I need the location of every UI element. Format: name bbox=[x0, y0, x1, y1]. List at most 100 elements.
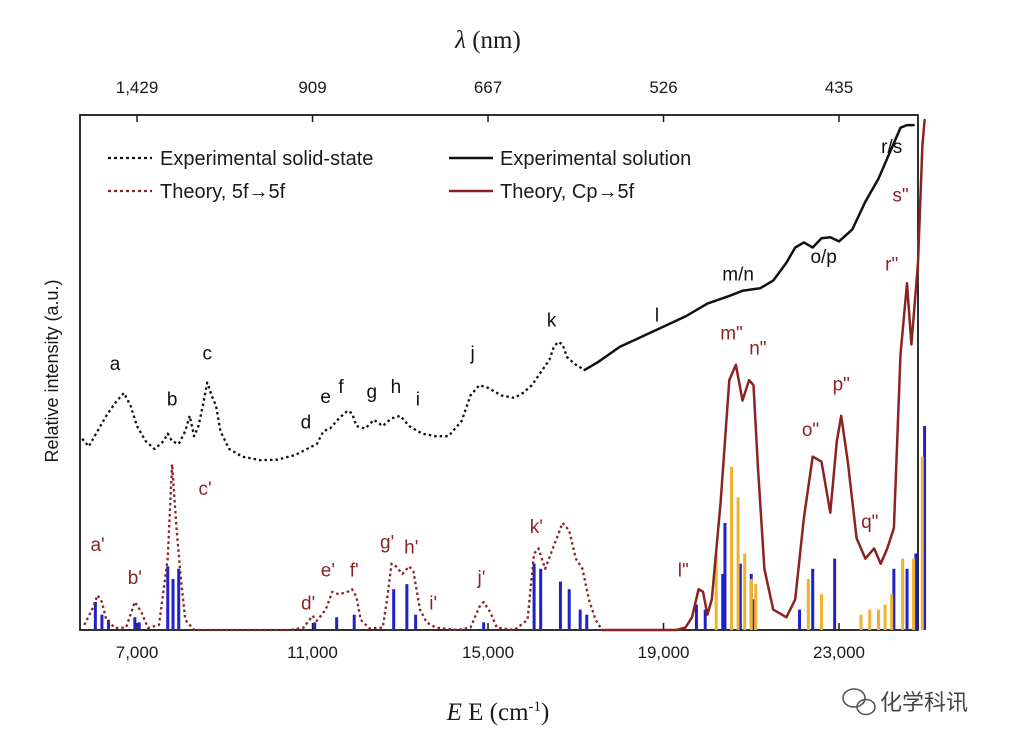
stick-bar-blue bbox=[414, 614, 418, 630]
stick-spectra bbox=[93, 426, 927, 630]
legend-label-exp-solution: Experimental solution bbox=[500, 148, 691, 170]
stick-bar-blue bbox=[532, 563, 536, 630]
stick-bar-blue bbox=[133, 617, 137, 630]
top-tick-label: 526 bbox=[649, 78, 677, 97]
stick-bar-blue bbox=[905, 568, 909, 630]
peak-label: d bbox=[301, 413, 312, 434]
peak-label: f bbox=[338, 377, 344, 398]
peak-label: h' bbox=[404, 538, 418, 559]
plot-frame bbox=[79, 114, 919, 631]
peak-label: s" bbox=[892, 186, 908, 207]
stick-bar-orange bbox=[730, 466, 734, 630]
stick-bar-blue bbox=[567, 589, 571, 630]
stick-bar-orange bbox=[877, 609, 881, 630]
bottom-axis-label-sup: -1 bbox=[529, 699, 542, 715]
peak-label: j' bbox=[477, 568, 486, 589]
stick-bar-blue bbox=[171, 579, 175, 630]
peak-label: i bbox=[416, 390, 420, 411]
stick-bar-blue bbox=[482, 622, 486, 630]
series-line-theory-cp-5f bbox=[600, 118, 926, 632]
bottom-axis-title: E E (cm-1) bbox=[446, 699, 550, 726]
peak-labels: a b c de f g hi j k l m/n o/p r/s a' b' c' d' e' f' g' h' i' j… bbox=[90, 137, 908, 614]
bottom-tick-label: 19,000 bbox=[638, 643, 690, 662]
peak-label: g bbox=[366, 382, 377, 403]
stick-bar-orange bbox=[806, 579, 810, 630]
peak-label: i' bbox=[429, 594, 437, 615]
stick-bar-orange bbox=[749, 579, 753, 630]
stick-bar-blue bbox=[137, 622, 141, 630]
top-tick-label: 909 bbox=[298, 78, 326, 97]
series-lines bbox=[81, 118, 926, 632]
stick-bar-blue bbox=[93, 601, 97, 630]
top-tick-label: 435 bbox=[825, 78, 853, 97]
peak-label: a bbox=[110, 354, 121, 375]
peak-label: b bbox=[167, 390, 178, 411]
peak-label: l bbox=[655, 305, 659, 326]
stick-bar-orange bbox=[890, 594, 894, 630]
stick-bar-orange bbox=[883, 604, 887, 630]
peak-label: r" bbox=[885, 254, 898, 275]
stick-bar-blue bbox=[166, 566, 170, 630]
series-line-experimental-solid-state bbox=[81, 340, 586, 462]
series-line-experimental-solution bbox=[583, 123, 915, 372]
y-axis-label: Relative intensity (a.u.) bbox=[42, 279, 62, 462]
stick-bar-orange bbox=[901, 558, 905, 630]
peak-label: n" bbox=[749, 339, 766, 360]
stick-bar-blue bbox=[923, 426, 927, 630]
stick-bar-blue bbox=[751, 599, 755, 630]
stick-bar-blue bbox=[833, 558, 837, 630]
stick-bar-blue bbox=[392, 589, 396, 630]
peak-label: l" bbox=[678, 560, 689, 581]
stick-bar-blue bbox=[811, 568, 815, 630]
bottom-axis-label-main: E (cm bbox=[468, 699, 529, 726]
stick-bar-blue bbox=[100, 614, 104, 630]
peak-label: m/n bbox=[722, 265, 754, 286]
peak-label: o/p bbox=[810, 247, 836, 268]
stick-bar-blue bbox=[798, 609, 802, 630]
stick-bar-blue bbox=[578, 609, 582, 630]
peak-label: m" bbox=[720, 323, 743, 344]
top-axis-title: λ (nm) bbox=[454, 27, 521, 54]
stick-bar-blue bbox=[892, 568, 896, 630]
peak-label: b' bbox=[128, 568, 142, 589]
bottom-axis-label-end: ) bbox=[541, 699, 549, 726]
peak-label: d' bbox=[301, 594, 315, 615]
stick-bar-blue bbox=[177, 568, 181, 630]
bottom-tick-label: 11,000 bbox=[287, 643, 338, 662]
peak-label: h bbox=[391, 377, 402, 398]
legend-label-theory-5f5f: Theory, 5f→5f bbox=[160, 181, 286, 203]
stick-bar-blue bbox=[539, 568, 543, 630]
stick-bar-blue bbox=[914, 553, 918, 630]
peak-label: e bbox=[320, 387, 331, 408]
bottom-tick-label: 7,000 bbox=[116, 643, 159, 662]
stick-bar-blue bbox=[694, 604, 698, 630]
stick-bar-blue bbox=[405, 584, 409, 630]
bottom-tick-label: 15,000 bbox=[462, 643, 514, 662]
peak-label: q" bbox=[861, 512, 878, 533]
stick-bar-blue bbox=[558, 581, 562, 630]
stick-bar-orange bbox=[819, 594, 823, 630]
stick-bar-blue bbox=[721, 573, 725, 630]
stick-bar-orange bbox=[754, 584, 758, 630]
axis-ticks: 7,000 11,000 15,000 19,000 23,000 1,429 909 667… bbox=[116, 78, 865, 662]
stick-bar-blue bbox=[723, 522, 727, 630]
stick-bar-blue bbox=[585, 614, 589, 630]
stick-bar-orange bbox=[743, 553, 747, 630]
peak-label: p" bbox=[833, 374, 850, 395]
legend-label-exp-solid-state: Experimental solid-state bbox=[160, 148, 373, 170]
peak-label: c bbox=[202, 344, 212, 365]
stick-bar-orange bbox=[859, 614, 863, 630]
stick-bar-orange bbox=[736, 497, 740, 630]
peak-label: g' bbox=[380, 532, 394, 553]
legend: Experimental solid-state Experimental so… bbox=[108, 148, 691, 203]
peak-label: f' bbox=[350, 560, 359, 581]
peak-label: c' bbox=[198, 479, 211, 500]
stick-bar-orange bbox=[920, 456, 924, 630]
stick-bar-blue bbox=[352, 614, 356, 630]
peak-label: k' bbox=[530, 517, 543, 538]
peak-label: r/s bbox=[881, 137, 902, 158]
stick-bar-orange bbox=[868, 609, 872, 630]
watermark: 化学科讯 bbox=[842, 688, 968, 716]
peak-label: o" bbox=[802, 420, 819, 441]
